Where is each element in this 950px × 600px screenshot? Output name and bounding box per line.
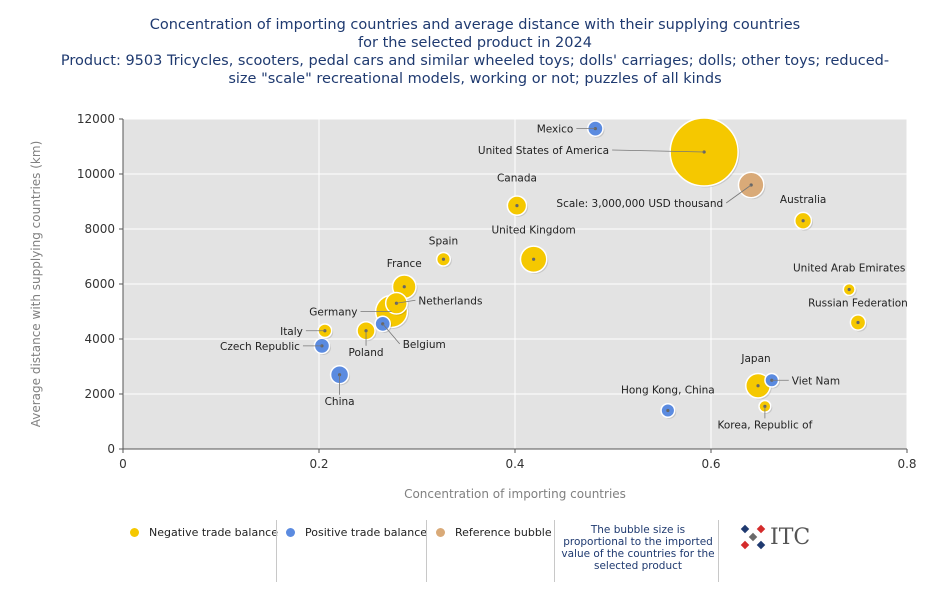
- legend-divider: [426, 520, 427, 582]
- y-tick-label: 6000: [84, 277, 115, 291]
- bubble-center-dot: [856, 320, 860, 325]
- data-label: Spain: [429, 235, 458, 247]
- x-axis-title: Concentration of importing countries: [404, 487, 626, 501]
- x-tick-label: 0.4: [505, 457, 524, 471]
- label-leader: [725, 184, 752, 204]
- x-tick-label: 0.2: [309, 457, 328, 471]
- data-label: Russian Federation: [808, 298, 908, 310]
- y-tick-label: 2000: [84, 387, 115, 401]
- data-label: Belgium: [403, 339, 446, 351]
- data-label: Hong Kong, China: [621, 385, 715, 397]
- legend-reference-label: Reference bubble: [455, 526, 552, 539]
- y-axis-title: Average distance with supplying countrie…: [29, 141, 43, 428]
- legend-divider: [554, 520, 555, 582]
- bubble-chart: 0 2000 4000 6000 8000 10000 12000 0 0.2 0.4 0.6 0.8…: [29, 112, 917, 501]
- itc-logo: ITC: [740, 524, 810, 550]
- bubble-center-dot: [666, 408, 670, 413]
- x-tick-label: 0: [119, 457, 127, 471]
- legend-size-note: The bubble size is proportional to the i…: [561, 524, 715, 572]
- data-label: Mexico: [537, 124, 574, 136]
- legend-divider: [718, 520, 719, 582]
- data-label: Korea, Republic of: [718, 419, 813, 431]
- title-line-4: size "scale" recreational models, workin…: [228, 71, 722, 87]
- data-label: Australia: [780, 194, 826, 206]
- bubble-center-dot: [801, 219, 805, 223]
- title-line-3: Product: 9503 Tricycles, scooters, pedal…: [60, 53, 890, 69]
- data-label: United States of America: [478, 145, 609, 157]
- data-label: United Arab Emirates: [793, 263, 905, 275]
- data-label: Japan: [740, 353, 770, 365]
- data-label: France: [387, 258, 422, 270]
- legend-positive-swatch: [286, 528, 295, 537]
- legend-negative: Negative trade balance: [130, 520, 278, 582]
- bubble-center-dot: [756, 384, 760, 388]
- bubble-center-dot: [441, 257, 446, 261]
- data-label: Viet Nam: [792, 375, 840, 387]
- data-label: Poland: [349, 347, 384, 359]
- label-leader: [612, 149, 705, 153]
- y-tick-label: 4000: [84, 332, 115, 346]
- legend-divider: [276, 520, 277, 582]
- data-label: Netherlands: [418, 295, 482, 307]
- legend-positive: Positive trade balance: [286, 520, 427, 582]
- title-line-2: for the selected product in 2024: [358, 35, 592, 51]
- data-label: Czech Republic: [220, 341, 300, 353]
- data-label: Scale: 3,000,000 USD thousand: [556, 198, 723, 210]
- y-tick-label: 0: [107, 442, 115, 456]
- y-tick-label: 12000: [77, 112, 115, 126]
- x-tick-label: 0.8: [897, 457, 916, 471]
- label-leader: [396, 299, 416, 304]
- data-label: Italy: [280, 326, 303, 338]
- legend-reference: Reference bubble: [436, 520, 552, 582]
- bubble-center-dot: [402, 285, 406, 289]
- bubble-center-dot: [515, 204, 519, 208]
- legend-negative-swatch: [130, 528, 139, 537]
- y-tick-label: 10000: [77, 167, 115, 181]
- data-label: Canada: [497, 173, 537, 185]
- bubble-center-dot: [847, 287, 851, 292]
- itc-logo-icon: [740, 524, 766, 550]
- legend: Negative trade balance Positive trade ba…: [120, 520, 720, 582]
- data-label: China: [325, 396, 355, 408]
- data-label: United Kingdom: [491, 224, 575, 236]
- title-line-1: Concentration of importing countries and…: [149, 17, 801, 33]
- legend-positive-label: Positive trade balance: [305, 526, 428, 539]
- bubble-center-dot: [532, 257, 536, 261]
- x-tick-label: 0.6: [701, 457, 720, 471]
- legend-negative-label: Negative trade balance: [149, 526, 278, 539]
- legend-reference-swatch: [436, 528, 445, 537]
- itc-logo-text: ITC: [770, 524, 811, 550]
- chart-title: Concentration of importing countries and…: [0, 16, 950, 88]
- label-leader: [382, 323, 401, 345]
- data-label: Germany: [309, 307, 357, 319]
- y-tick-label: 8000: [84, 222, 115, 236]
